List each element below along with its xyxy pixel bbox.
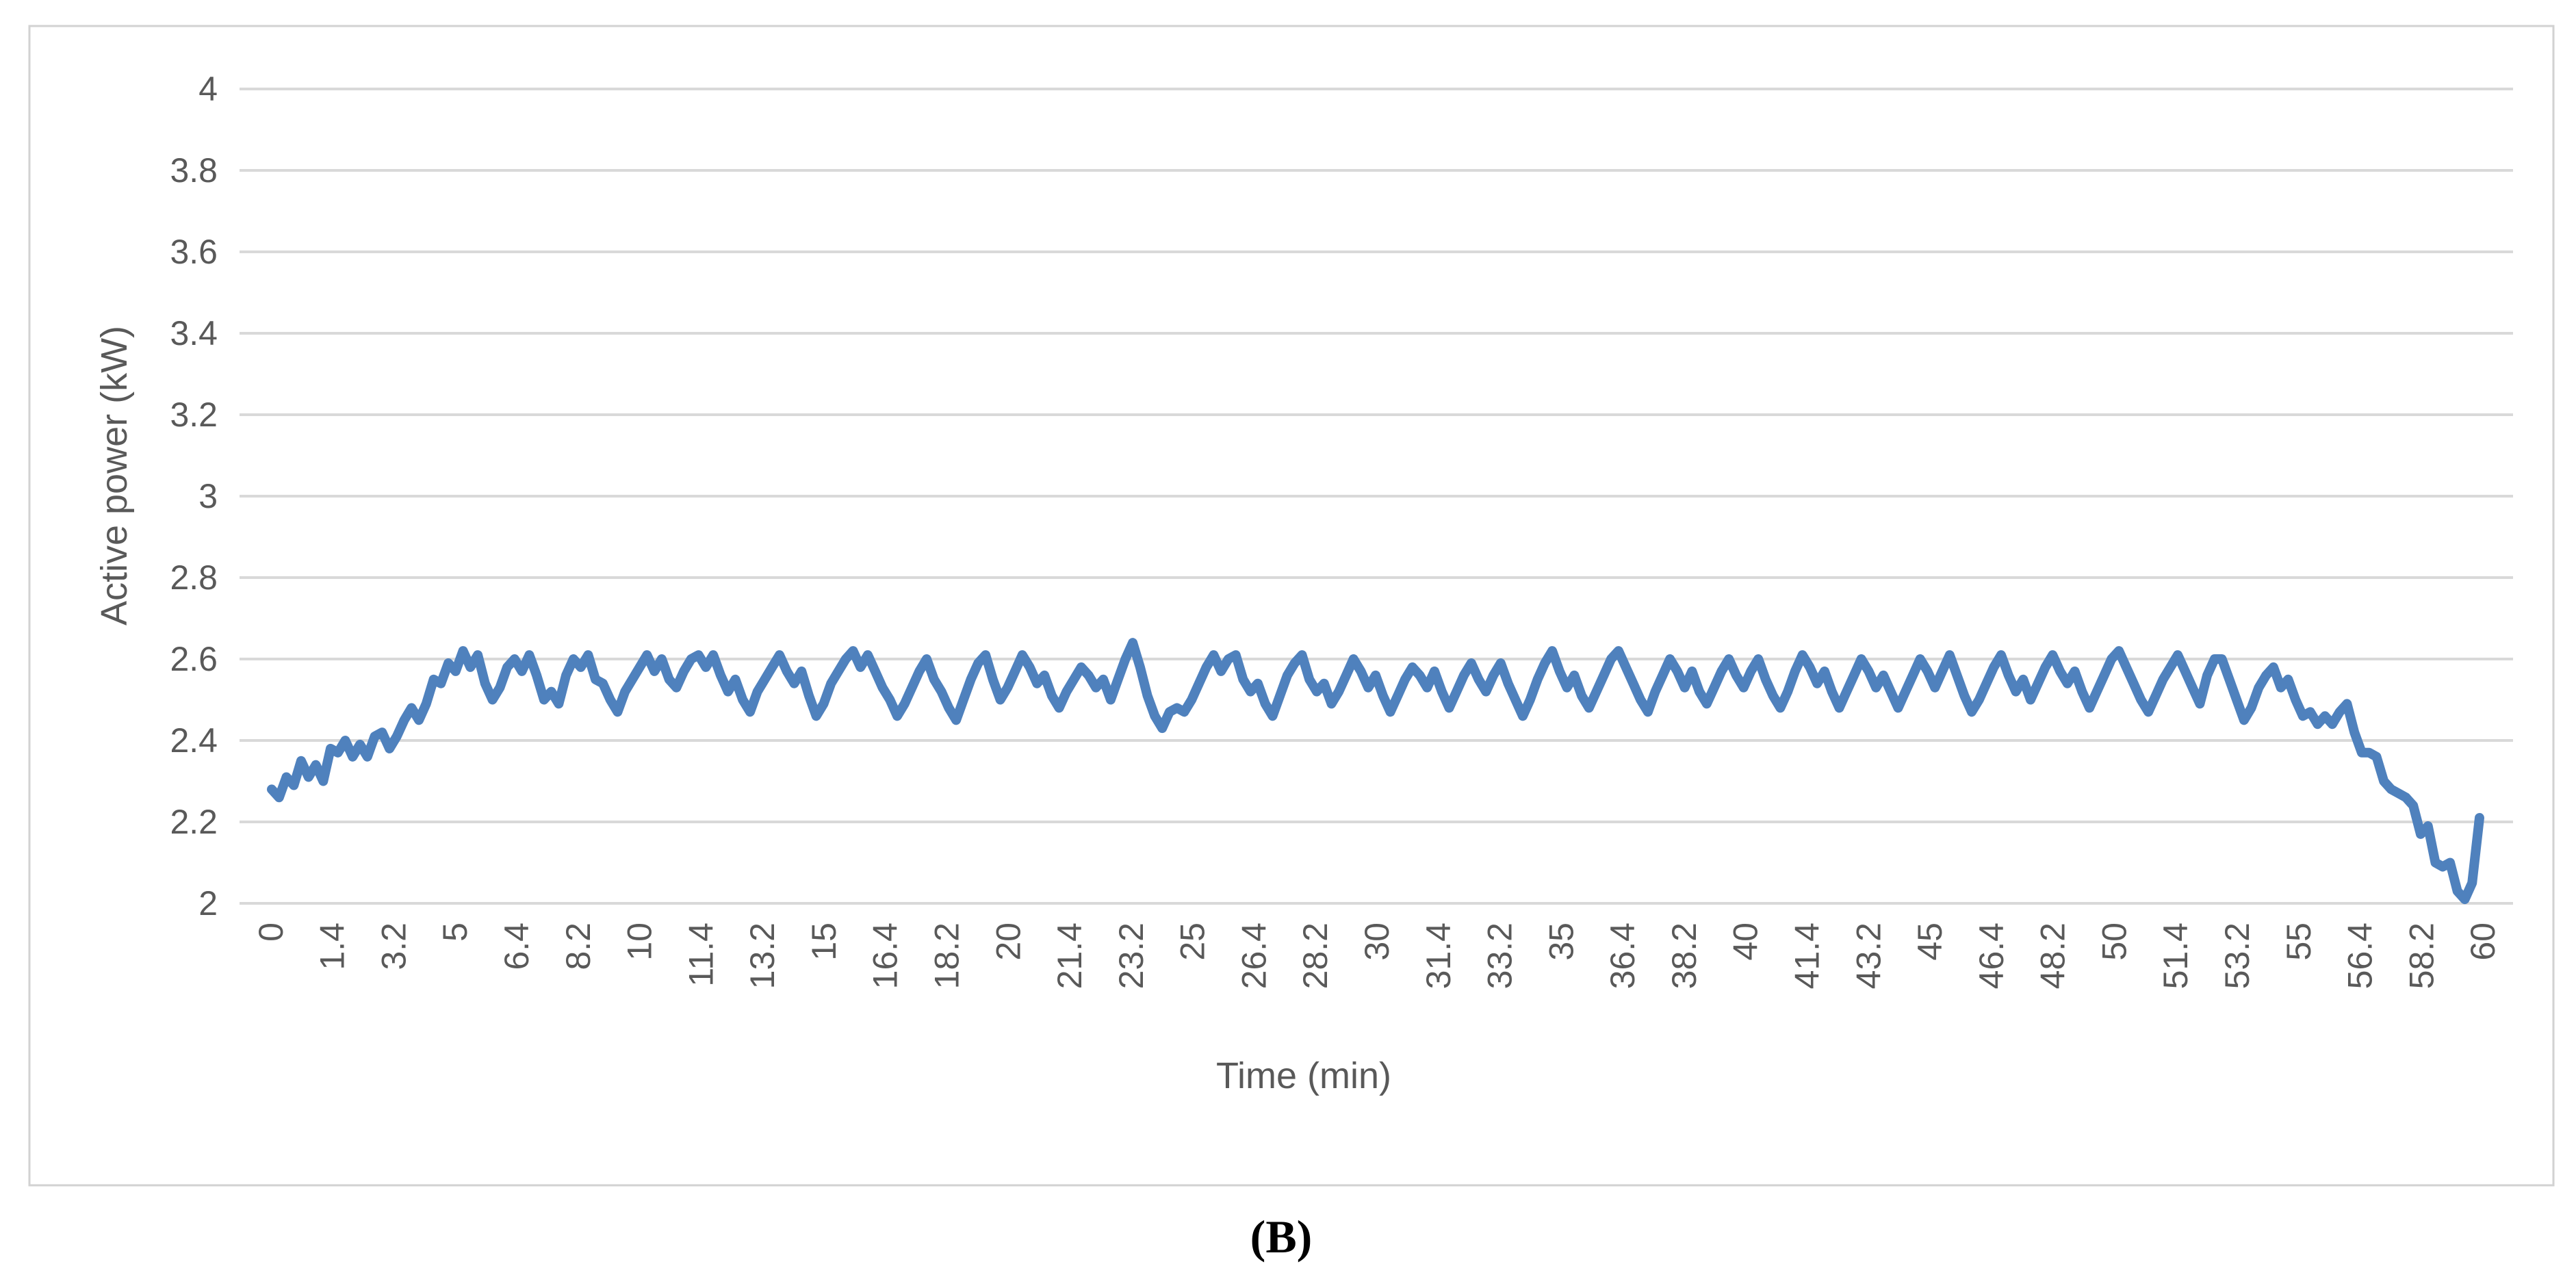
x-tick-label: 48.2 [2034,923,2072,989]
x-tick-label: 25 [1174,923,1212,961]
x-tick-label: 0 [252,923,290,942]
x-tick-label: 28.2 [1296,923,1335,989]
x-tick-label: 5 [436,923,474,942]
x-tick-label: 36.4 [1603,923,1642,989]
x-tick-label: 58.2 [2402,923,2440,989]
chart-border-box [28,25,2555,1187]
y-tick-label: 2.4 [170,721,218,760]
gridlines [240,88,2513,905]
x-tick-label: 20 [989,923,1027,961]
y-tick-label: 2.6 [170,640,218,678]
y-tick-label: 3.8 [170,151,218,190]
x-tick-label: 60 [2464,923,2502,961]
x-tick-label: 31.4 [1419,923,1458,989]
x-tick-label: 45 [1911,923,1949,961]
x-tick-label: 23.2 [1112,923,1150,989]
y-tick-label: 2 [198,884,218,923]
x-tick-label: 26.4 [1235,923,1273,989]
x-tick-label: 3.2 [375,923,413,970]
x-tick-label: 35 [1542,923,1580,961]
x-tick-label: 16.4 [866,923,905,989]
x-tick-label: 21.4 [1051,923,1089,989]
x-tick-label: 43.2 [1849,923,1888,989]
x-tick-label: 46.4 [1972,923,2011,989]
x-tick-label: 51.4 [2156,923,2195,989]
x-axis-title: Time (min) [1216,1055,1391,1096]
x-tick-label: 41.4 [1788,923,1827,989]
x-tick-label: 55 [2280,923,2318,961]
series-line-active-power [267,638,2484,905]
x-tick-label: 38.2 [1665,923,1703,989]
x-axis-tick-labels: 0 1.4 3.2 5 6.4 8.2 10 11.4 13.2 15 16.4 18.2 20 21.4… [252,923,2502,989]
x-tick-label: 8.2 [559,923,597,970]
y-axis-tick-labels: 2 2.2 2.4 2.6 2.8 3 3.2 3.4 3.6 3.8 4 [170,70,218,923]
x-tick-label: 15 [805,923,843,961]
y-tick-label: 3 [198,477,218,515]
x-tick-label: 1.4 [313,923,352,970]
y-tick-label: 3.4 [170,314,218,352]
x-tick-label: 33.2 [1481,923,1519,989]
x-tick-label: 10 [621,923,659,961]
x-tick-label: 53.2 [2218,923,2256,989]
x-tick-label: 11.4 [682,923,720,987]
y-axis-title: Active power (kW) [94,326,135,625]
y-tick-label: 3.2 [170,396,218,434]
x-tick-label: 56.4 [2341,923,2380,989]
y-tick-label: 2.8 [170,558,218,597]
y-tick-label: 2.2 [170,803,218,841]
x-tick-label: 13.2 [743,923,782,989]
figure-caption: (B) [1250,1211,1313,1263]
x-tick-label: 50 [2095,923,2133,961]
x-tick-label: 30 [1358,923,1396,961]
y-tick-label: 4 [198,70,218,108]
x-tick-label: 40 [1727,923,1765,961]
y-tick-label: 3.6 [170,233,218,271]
x-tick-label: 18.2 [928,923,966,989]
x-tick-label: 6.4 [498,923,536,970]
